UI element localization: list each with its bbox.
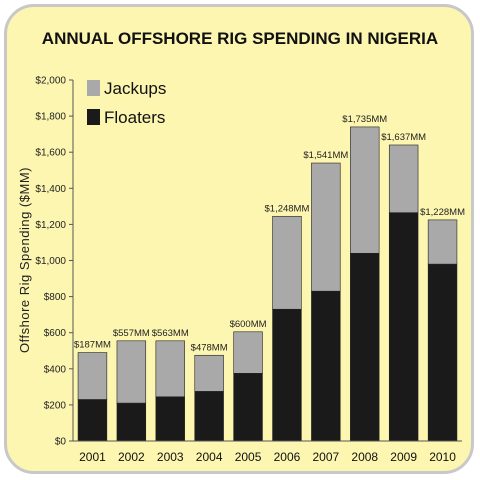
bar-floaters-2010 (427, 263, 458, 442)
bar-floaters-2001 (77, 399, 108, 442)
x-tick-label: 2003 (157, 450, 184, 464)
data-labels: $187MM$557MM $563MM$478MM $600MM $1,248MM $1… (74, 114, 465, 353)
y-tick-label: $1,200 (35, 220, 66, 231)
data-label-2007: $1,541MM (303, 150, 348, 161)
bar-floaters-2003 (155, 396, 185, 442)
bar-jackups-2003 (155, 340, 185, 398)
y-tick-label: $1,800 (35, 112, 66, 123)
data-label-2009: $1,637MM (381, 132, 426, 143)
x-tick-label: 2007 (312, 450, 339, 464)
y-tick-label: $1,400 (35, 184, 66, 195)
data-label-2010: $1,228MM (420, 207, 465, 218)
y-tick-label: $200 (44, 400, 67, 411)
y-axis: $0 $200 $400 $600 $800 $1,000 $1,200 $1,400 $1,6… (35, 76, 74, 448)
data-label-2006: $1,248MM (265, 203, 310, 214)
legend-label-floaters: Floaters (104, 108, 165, 127)
x-tick-label: 2002 (118, 450, 145, 464)
legend-swatch-jackups (87, 80, 100, 96)
y-tick-label: $600 (44, 328, 67, 339)
y-axis-label: Offshore Rig Spending ($MM) (17, 167, 32, 353)
bar-jackups-2008 (350, 126, 380, 254)
bar-floaters-2006 (272, 308, 302, 442)
y-tick-label: $2,000 (35, 76, 66, 87)
bar-jackups-2010 (427, 219, 458, 265)
data-label-2008: $1,735MM (342, 114, 387, 125)
bar-jackups-2006 (272, 215, 302, 310)
bar-floaters-2005 (233, 373, 263, 442)
bar-jackups-2001 (77, 352, 108, 400)
bar-floaters-2002 (116, 402, 147, 442)
bar-floaters-2009 (388, 212, 419, 442)
bar-floaters-2004 (194, 391, 224, 442)
y-tick-label: $400 (44, 364, 67, 375)
y-tick-label: $800 (44, 292, 67, 303)
x-tick-label: 2005 (235, 450, 262, 464)
x-tick-label: 2010 (429, 450, 456, 464)
data-label-2004: $478MM (191, 342, 228, 353)
data-label-2001: $187MM (74, 340, 111, 351)
x-tick-label: 2004 (196, 450, 223, 464)
x-tick-label: 2001 (79, 450, 106, 464)
y-tick-label: $1,000 (35, 256, 66, 267)
legend: Jackups Floaters (87, 79, 166, 127)
data-label-2003: $563MM (152, 328, 189, 339)
data-label-2005: $600MM (230, 319, 267, 330)
x-tick-label: 2008 (351, 450, 378, 464)
bar-floaters-2007 (311, 290, 341, 442)
bar-floaters-2008 (350, 252, 380, 442)
x-tick-label: 2006 (274, 450, 301, 464)
bar-jackups-2005 (233, 331, 263, 374)
x-axis: 2001 2002 2003 2004 2005 2006 2007 2008 2009 2010 (73, 440, 462, 464)
bar-jackups-2002 (116, 340, 147, 404)
y-tick-label: $0 (55, 437, 67, 448)
bars (77, 126, 458, 442)
y-tick-label: $1,600 (35, 148, 66, 159)
bar-jackups-2004 (194, 354, 224, 392)
chart-title: ANNUAL OFFSHORE RIG SPENDING IN NIGERIA (42, 29, 438, 48)
x-tick-label: 2009 (390, 450, 417, 464)
bar-jackups-2007 (311, 162, 341, 292)
data-label-2002: $557MM (113, 328, 150, 339)
legend-label-jackups: Jackups (104, 79, 166, 98)
legend-swatch-floaters (87, 109, 100, 125)
bar-jackups-2009 (388, 144, 419, 213)
